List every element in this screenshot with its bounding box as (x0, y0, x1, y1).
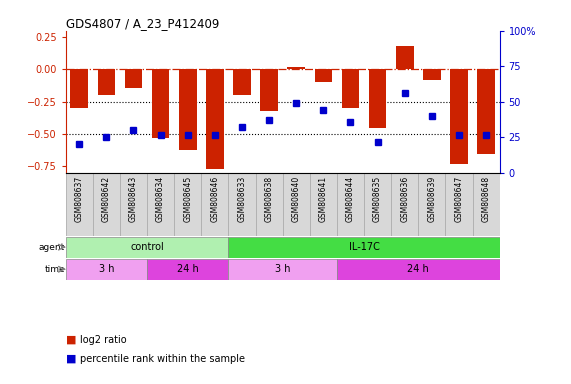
Text: percentile rank within the sample: percentile rank within the sample (80, 354, 245, 364)
Text: GSM808633: GSM808633 (238, 176, 247, 222)
Text: GSM808648: GSM808648 (481, 176, 490, 222)
Bar (70, 70, 88, 108)
Text: ■: ■ (66, 354, 80, 364)
Text: GSM808635: GSM808635 (373, 176, 382, 222)
Text: 3 h: 3 h (99, 264, 114, 274)
Text: time: time (45, 265, 65, 274)
Bar (287, 67, 305, 70)
Text: 24 h: 24 h (407, 264, 429, 274)
Text: GSM808643: GSM808643 (129, 176, 138, 222)
FancyBboxPatch shape (228, 259, 337, 280)
FancyBboxPatch shape (147, 259, 228, 280)
FancyBboxPatch shape (391, 173, 418, 236)
Text: GDS4807 / A_23_P412409: GDS4807 / A_23_P412409 (66, 17, 219, 30)
FancyBboxPatch shape (202, 173, 228, 236)
Text: GSM808640: GSM808640 (292, 176, 301, 222)
Bar (124, 70, 142, 88)
FancyBboxPatch shape (364, 173, 391, 236)
FancyBboxPatch shape (147, 173, 174, 236)
FancyBboxPatch shape (228, 173, 255, 236)
Bar (315, 70, 332, 83)
Text: GSM808642: GSM808642 (102, 176, 111, 222)
Text: log2 ratio: log2 ratio (80, 335, 127, 345)
Text: GSM808646: GSM808646 (210, 176, 219, 222)
FancyBboxPatch shape (445, 173, 473, 236)
Text: control: control (130, 242, 164, 252)
FancyBboxPatch shape (309, 173, 337, 236)
Text: agent: agent (39, 243, 65, 252)
Text: GSM808644: GSM808644 (346, 176, 355, 222)
Text: GSM808641: GSM808641 (319, 176, 328, 222)
Text: IL-17C: IL-17C (348, 242, 380, 252)
Bar (477, 70, 495, 154)
Text: GSM808645: GSM808645 (183, 176, 192, 222)
Text: 24 h: 24 h (177, 264, 199, 274)
FancyBboxPatch shape (228, 237, 500, 258)
Bar (341, 70, 359, 108)
Text: ■: ■ (66, 335, 80, 345)
FancyBboxPatch shape (473, 173, 500, 236)
Bar (396, 46, 413, 70)
FancyBboxPatch shape (66, 173, 93, 236)
Text: GSM808634: GSM808634 (156, 176, 165, 222)
Bar (98, 70, 115, 95)
FancyBboxPatch shape (337, 259, 500, 280)
Bar (179, 70, 196, 150)
Bar (233, 70, 251, 95)
Bar (152, 70, 170, 138)
FancyBboxPatch shape (255, 173, 283, 236)
Text: GSM808637: GSM808637 (75, 176, 84, 222)
FancyBboxPatch shape (120, 173, 147, 236)
FancyBboxPatch shape (174, 173, 202, 236)
FancyBboxPatch shape (418, 173, 445, 236)
FancyBboxPatch shape (337, 173, 364, 236)
Text: GSM808647: GSM808647 (455, 176, 464, 222)
Text: GSM808638: GSM808638 (264, 176, 274, 222)
Text: GSM808636: GSM808636 (400, 176, 409, 222)
FancyBboxPatch shape (283, 173, 309, 236)
Bar (206, 70, 224, 169)
FancyBboxPatch shape (66, 259, 147, 280)
FancyBboxPatch shape (93, 173, 120, 236)
Text: 3 h: 3 h (275, 264, 291, 274)
FancyBboxPatch shape (66, 237, 228, 258)
Bar (423, 70, 441, 80)
Text: GSM808639: GSM808639 (427, 176, 436, 222)
Bar (260, 70, 278, 111)
Bar (450, 70, 468, 164)
Bar (369, 70, 387, 127)
